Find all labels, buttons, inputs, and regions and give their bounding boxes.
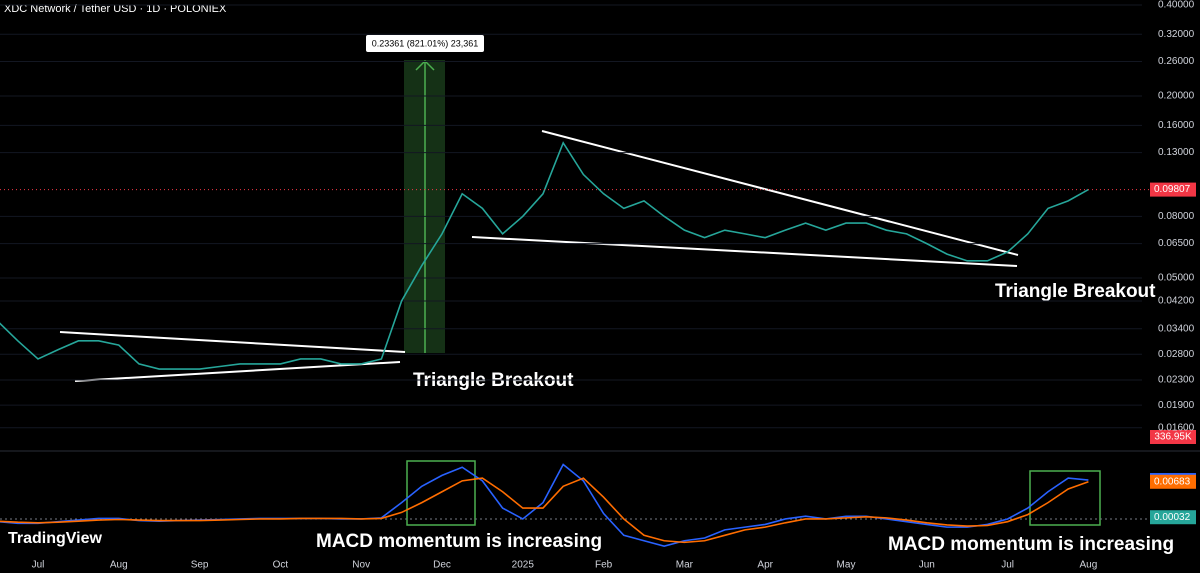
y-tick-label: 0.13000: [1158, 147, 1195, 158]
y-tick-label: 0.08000: [1158, 211, 1195, 222]
volume-label: 336.95K: [1154, 432, 1192, 443]
x-tick-label: Nov: [352, 560, 370, 571]
y-tick-label: 0.04200: [1158, 296, 1195, 307]
triangle-lines: [59, 130, 1019, 382]
x-tick-label: Apr: [757, 560, 773, 571]
y-tick-label: 0.16000: [1158, 120, 1195, 131]
y-tick-label: 0.02800: [1158, 349, 1195, 360]
y-tick-label: 0.20000: [1158, 91, 1195, 102]
x-tick-label: 2025: [512, 560, 535, 571]
annotation: MACD momentum is increasing: [888, 534, 1174, 555]
macd-label: 0.00032: [1154, 512, 1191, 523]
y-tick-label: 0.06500: [1158, 238, 1195, 249]
highlight-box: [406, 460, 476, 526]
x-tick-label: Aug: [110, 560, 128, 571]
macd-tag: [1150, 474, 1196, 489]
x-tick-label: Feb: [595, 560, 613, 571]
y-tick-label: 0.01900: [1158, 400, 1195, 411]
trend-line: [541, 130, 1019, 256]
y-tick-label: 0.02300: [1158, 375, 1195, 386]
x-tick-label: Jun: [919, 560, 935, 571]
y-tick-label: 0.01600: [1158, 422, 1195, 433]
chart-title: XDC Network / Tether USD · 1D · POLONIEX: [4, 3, 227, 15]
measure-label-box: [366, 35, 484, 52]
x-tick-label: Jul: [1001, 560, 1014, 571]
x-tick-label: Oct: [273, 560, 289, 571]
x-tick-label: Dec: [433, 560, 451, 571]
x-tick-label: Sep: [191, 560, 209, 571]
brand: TradingView: [8, 530, 103, 547]
price-line: [0, 141, 1089, 370]
last-price-label: 0.09807: [1154, 184, 1191, 195]
x-tick-label: Aug: [1080, 560, 1098, 571]
macd-line: [0, 477, 1089, 544]
y-tick-label: 0.40000: [1158, 0, 1195, 11]
annotation: Triangle Breakout: [995, 281, 1156, 302]
x-tick-label: May: [837, 560, 856, 571]
macd-tag: [1150, 510, 1196, 525]
y-tick-label: 0.26000: [1158, 56, 1195, 67]
x-tick-label: Jul: [32, 560, 45, 571]
y-tick-label: 0.32000: [1158, 29, 1195, 40]
annotation: MACD momentum is increasing: [316, 531, 602, 552]
trend-line: [74, 361, 401, 382]
y-tick-label: 0.05000: [1158, 273, 1195, 284]
y-tick-label: 0.03400: [1158, 323, 1195, 334]
x-tick-label: Mar: [676, 560, 694, 571]
measure-label: 0.23361 (821.01%) 23,361: [372, 38, 479, 48]
trend-line: [471, 236, 1018, 267]
macd-label: 0.00683: [1154, 476, 1191, 487]
volume-tag: [1150, 430, 1196, 444]
trend-line: [59, 331, 406, 353]
last-price-tag: [1150, 182, 1196, 197]
measure-arrowhead: [415, 59, 435, 71]
highlight-box: [1029, 470, 1101, 526]
